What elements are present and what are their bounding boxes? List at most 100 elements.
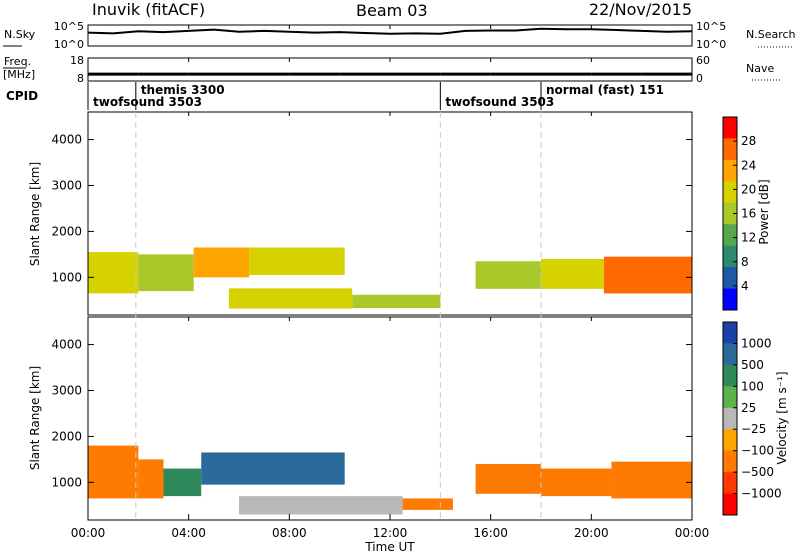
xtick-label: 04:00 <box>171 526 206 540</box>
colorbar-tick-label: 16 <box>741 207 756 221</box>
power-panel: 1000 2000 3000 4000 Slant Range [km] 28 24 20… <box>28 111 771 316</box>
scatter-band <box>541 468 612 497</box>
scatter-band <box>88 252 139 294</box>
colorbar-frame <box>722 321 738 516</box>
colorbar-swatch <box>723 224 737 247</box>
scatter-band <box>475 261 541 289</box>
station-title: Inuvik (fitACF) <box>92 0 205 19</box>
colorbar-swatch <box>723 472 737 495</box>
colorbar-swatch <box>723 288 737 311</box>
ytick-label: 4000 <box>51 338 82 352</box>
noise-left-tick-top: 10^5 <box>54 20 84 33</box>
scatter-band <box>193 247 250 278</box>
colorbar-tick-label: −100 <box>741 444 774 458</box>
colorbar-swatch <box>723 407 737 430</box>
scatter-band <box>201 452 345 485</box>
scatter-band <box>541 258 604 289</box>
nsearch-label: N.Search <box>746 28 796 41</box>
xtick-label: 00:00 <box>71 526 106 540</box>
colorbar-swatch <box>723 386 737 409</box>
ytick-label: 3000 <box>51 383 82 397</box>
scatter-band <box>228 288 353 309</box>
velocity-colorbar-label: Velocity [m s⁻¹] <box>775 371 789 464</box>
freq-left-tick-top: 18 <box>70 54 84 67</box>
freq-right-tick-bottom: 0 <box>696 72 703 85</box>
colorbar-tick-label: −25 <box>741 422 766 436</box>
cpid-segment-label: twofsound 3503 <box>93 95 202 109</box>
xtick-label: 20:00 <box>574 526 609 540</box>
scatter-band <box>475 463 541 494</box>
colorbar-swatch <box>723 267 737 290</box>
colorbar-swatch <box>723 493 737 516</box>
xtick-label: 12:00 <box>373 526 408 540</box>
velocity-panel: 1000 2000 3000 4000 Slant Range [km] 1000 50… <box>28 316 789 521</box>
ytick-label: 1000 <box>51 475 82 489</box>
xtick-label: 16:00 <box>473 526 508 540</box>
colorbar-tick-label: 8 <box>741 255 749 269</box>
date-title: 22/Nov/2015 <box>589 0 692 19</box>
scatter-band <box>138 254 194 292</box>
cpid-segment-label: twofsound 3503 <box>445 95 554 109</box>
freq-unit: [MHz] <box>3 68 35 81</box>
scatter-band <box>239 496 403 515</box>
colorbar-tick-label: 1000 <box>741 336 772 350</box>
colorbar-tick-label: 25 <box>741 401 756 415</box>
noise-sky-trace <box>87 27 693 35</box>
colorbar-tick-label: 12 <box>741 231 756 245</box>
scatter-band <box>402 498 453 510</box>
ytick-label: 2000 <box>51 429 82 443</box>
ytick-label: 3000 <box>51 178 82 192</box>
power-ylabel: Slant Range [km] <box>28 162 42 266</box>
colorbar-swatch <box>723 322 737 344</box>
cpid-segment-label: normal (fast) 151 <box>546 83 664 97</box>
scatter-band <box>611 461 692 499</box>
ytick-label: 4000 <box>51 133 82 147</box>
colorbar-tick-label: 4 <box>741 279 749 293</box>
colorbar-swatch <box>723 181 737 204</box>
noise-right-tick-top: 10^5 <box>696 20 726 33</box>
ytick-label: 1000 <box>51 270 82 284</box>
colorbar-swatch <box>723 245 737 268</box>
noise-left-tick-bottom: 10^0 <box>54 38 84 51</box>
colorbar-tick-label: −1000 <box>741 487 782 501</box>
colorbar-swatch <box>723 138 737 161</box>
noise-panel: N.Sky 10^5 10^0 10^5 10^0 N.Search <box>3 20 796 51</box>
colorbar-swatch <box>723 117 737 139</box>
nave-label: Nave <box>746 62 774 75</box>
cpid-segment-label: themis 3300 <box>141 83 225 97</box>
freq-label: Freq. <box>4 55 31 68</box>
scatter-band <box>163 468 202 497</box>
scatter-band <box>138 459 164 499</box>
scatter-band <box>88 445 139 499</box>
colorbar-tick-label: 20 <box>741 182 756 196</box>
ytick-label: 2000 <box>51 224 82 238</box>
colorbar-swatch <box>723 202 737 225</box>
colorbar-swatch <box>723 343 737 366</box>
cpid-label: CPID <box>6 89 38 103</box>
frequency-panel: Freq. [MHz] 18 8 60 0 Nave <box>3 54 782 85</box>
beam-title: Beam 03 <box>356 1 428 20</box>
xtick-label: 08:00 <box>272 526 307 540</box>
scatter-band <box>352 294 441 309</box>
noise-right-tick-bottom: 10^0 <box>696 38 726 51</box>
colorbar-tick-label: 100 <box>741 379 764 393</box>
colorbar-swatch <box>723 159 737 182</box>
freq-left-tick-bottom: 8 <box>77 72 84 85</box>
freq-right-tick-top: 60 <box>696 54 710 67</box>
colorbar-tick-label: 500 <box>741 358 764 372</box>
power-colorbar-label: Power [dB] <box>757 179 771 244</box>
x-axis-label: Time UT <box>364 540 415 554</box>
colorbar-tick-label: −500 <box>741 465 774 479</box>
colorbar-tick-label: 28 <box>741 134 756 148</box>
colorbar-swatch <box>723 450 737 473</box>
xtick-label: 00:00 <box>675 526 710 540</box>
colorbar-swatch <box>723 429 737 452</box>
colorbar-swatch <box>723 364 737 387</box>
scatter-band <box>603 256 692 294</box>
nsky-label: N.Sky <box>4 28 36 41</box>
scatter-band <box>249 247 345 276</box>
colorbar-tick-label: 24 <box>741 158 756 172</box>
velocity-ylabel: Slant Range [km] <box>28 366 42 470</box>
